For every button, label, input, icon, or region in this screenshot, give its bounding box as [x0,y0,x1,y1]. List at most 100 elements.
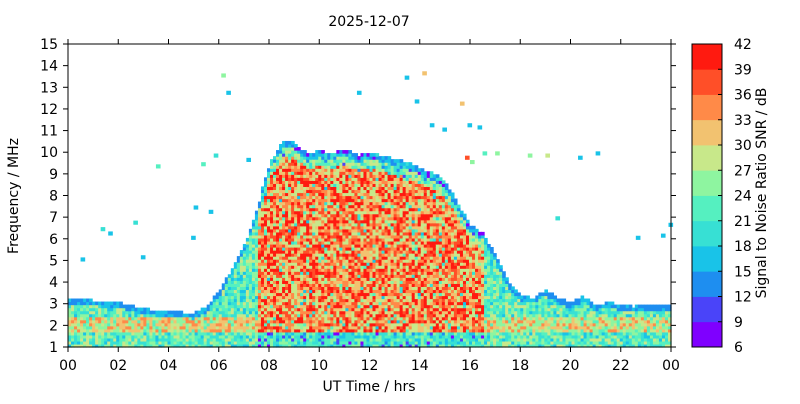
heat-cell [95,343,99,348]
heat-cell [441,283,446,287]
heat-cell [405,289,410,294]
heat-cell [74,316,78,321]
heat-cell [303,219,307,224]
heat-cell [257,316,262,321]
heat-cell [266,307,271,312]
heat-cell [248,277,253,281]
heat-cell [152,328,157,333]
heat-cell [363,268,368,272]
heat-cell [128,337,132,342]
heat-cell [438,283,443,287]
heat-cell [276,271,280,275]
heat-cell [68,337,72,342]
heat-cell [378,165,383,169]
heat-cell [191,316,196,321]
heat-cell [285,337,289,342]
heat-cell [188,322,193,327]
heat-cell [260,274,265,278]
heat-cell [402,274,407,278]
heat-cell [399,343,404,348]
heat-cell [122,343,126,348]
heat-cell [405,195,410,200]
heat-cell [348,210,353,215]
heat-cell [432,225,437,230]
heat-cell [291,286,295,291]
heat-cell [294,180,298,184]
heat-cell [300,292,304,297]
heat-cell [251,277,256,281]
heat-cell [432,277,437,281]
heat-cell [432,228,437,233]
heat-cell [266,222,271,227]
heat-cell [257,289,262,294]
heat-cell [312,265,316,269]
heat-cell [294,159,298,163]
heat-cell [381,201,386,206]
heat-cell [248,310,253,315]
heat-cell [273,292,277,297]
heat-cell [263,337,268,342]
heat-cell [101,304,105,309]
heat-cell [336,331,340,336]
heat-cell [375,195,380,200]
heat-cell [315,340,319,345]
heat-cell [260,310,265,315]
heat-cell [203,343,208,348]
heat-cell [372,219,377,224]
heat-cell [432,292,437,297]
heat-cell [152,325,157,330]
heat-cell [242,328,247,333]
heat-cell [92,337,96,342]
heat-cell [282,231,286,236]
heat-cell [381,343,386,348]
heat-cell [327,301,331,306]
heat-cell [387,316,392,321]
heat-cell [405,256,410,260]
heat-cell [432,340,437,345]
heat-cell [291,192,295,197]
heat-cell [245,343,250,348]
heat-cell [390,328,395,333]
heat-cell [224,325,229,330]
heat-cell [411,177,416,181]
heat-cell [309,313,313,318]
heat-cell [381,250,386,254]
heat-cell [155,310,160,315]
heat-cell [321,183,325,188]
heat-cell [318,237,322,242]
heat-cell [384,177,389,181]
heat-cell [297,271,301,275]
heat-cell [390,189,395,194]
heat-cell [387,277,392,281]
heat-cell [387,340,392,345]
heat-cell [282,143,286,148]
heat-cell [327,240,331,245]
heat-cell [357,316,362,321]
heat-cell [257,259,262,263]
heat-cell [242,334,247,339]
heat-cell [321,337,325,342]
heat-cell [179,331,184,336]
heat-cell [68,319,72,324]
heat-cell [381,319,386,324]
heat-cell [254,331,259,336]
heat-cell [297,343,301,348]
heat-cell [396,225,401,230]
heat-cell [339,313,343,318]
heat-cell [402,253,407,257]
heat-cell [345,210,349,215]
heat-cell [372,243,377,248]
heat-cell [375,222,380,227]
heat-cell [245,237,250,242]
heat-cell [441,277,446,281]
heat-cell [396,198,401,203]
heat-cell [336,183,340,188]
heat-cell [351,201,356,206]
heat-cell [405,271,410,275]
heat-cell [369,253,374,257]
heat-cell [206,322,211,327]
heat-cell [233,310,238,315]
heat-cell [411,186,416,191]
heat-cell [318,265,322,269]
heat-cell [414,322,419,327]
